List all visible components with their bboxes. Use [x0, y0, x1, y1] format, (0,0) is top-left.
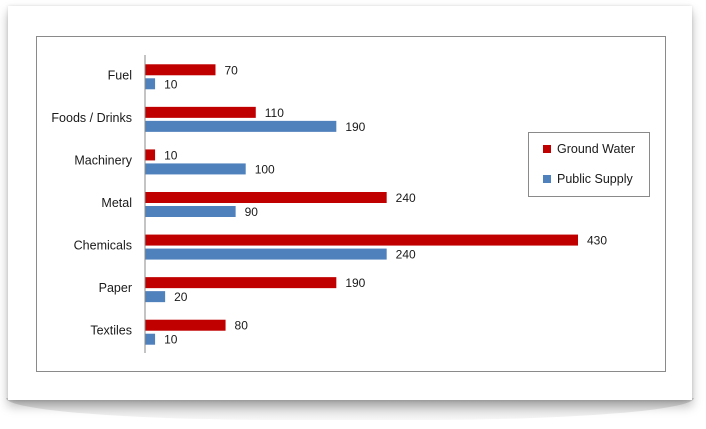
bar-ground-water-fuel [145, 64, 216, 76]
legend-item-ground-water: Ground Water [543, 142, 635, 156]
legend-swatch-ground-water [543, 145, 551, 153]
bar-ground-water-metal [145, 192, 387, 203]
data-label-ground-water-foods-drinks: 110 [265, 106, 284, 120]
data-label-ground-water-fuel: 70 [224, 63, 238, 77]
data-label-public-supply-fuel: 10 [164, 77, 178, 91]
data-label-public-supply-chemicals: 240 [396, 248, 416, 262]
data-label-ground-water-textiles: 80 [235, 319, 249, 333]
bar-ground-water-chemicals [145, 234, 578, 246]
chart-frame [36, 36, 666, 372]
category-label-metal: Metal [101, 196, 132, 210]
legend-label-public-supply: Public Supply [557, 172, 633, 186]
bar-ground-water-paper [145, 277, 337, 289]
category-label-machinery: Machinery [74, 153, 132, 167]
bar-ground-water-foods-drinks [145, 106, 256, 118]
bar-ground-water-machinery [145, 149, 156, 161]
bar-ground-water-textiles [145, 319, 226, 331]
legend-item-public-supply: Public Supply [543, 172, 633, 186]
bar-public-supply-foods-drinks [145, 120, 337, 132]
category-label-textiles: Textiles [90, 324, 132, 338]
data-label-ground-water-machinery: 10 [164, 148, 178, 162]
bar-public-supply-textiles [145, 333, 156, 345]
bar-public-supply-paper [145, 291, 166, 303]
data-label-public-supply-textiles: 10 [164, 333, 178, 347]
card-shadow [6, 398, 694, 420]
data-label-public-supply-metal: 90 [245, 205, 259, 219]
bar-public-supply-machinery [145, 163, 246, 175]
data-label-ground-water-paper: 190 [345, 276, 365, 290]
legend: Ground Water Public Supply [528, 132, 650, 197]
data-label-public-supply-paper: 20 [174, 290, 188, 304]
data-label-ground-water-chemicals: 430 [587, 234, 607, 248]
category-label-fuel: Fuel [108, 68, 132, 82]
bar-public-supply-fuel [145, 78, 156, 90]
legend-label-ground-water: Ground Water [557, 142, 636, 156]
category-label-paper: Paper [99, 281, 132, 295]
data-label-public-supply-machinery: 100 [255, 162, 275, 176]
category-label-foods-drinks: Foods / Drinks [51, 111, 132, 125]
bar-public-supply-metal [145, 206, 236, 217]
category-label-chemicals: Chemicals [74, 239, 132, 253]
legend-swatch-public-supply [543, 175, 551, 183]
bar-public-supply-chemicals [145, 248, 387, 260]
data-label-ground-water-metal: 240 [396, 191, 416, 205]
data-label-public-supply-foods-drinks: 190 [345, 120, 365, 134]
